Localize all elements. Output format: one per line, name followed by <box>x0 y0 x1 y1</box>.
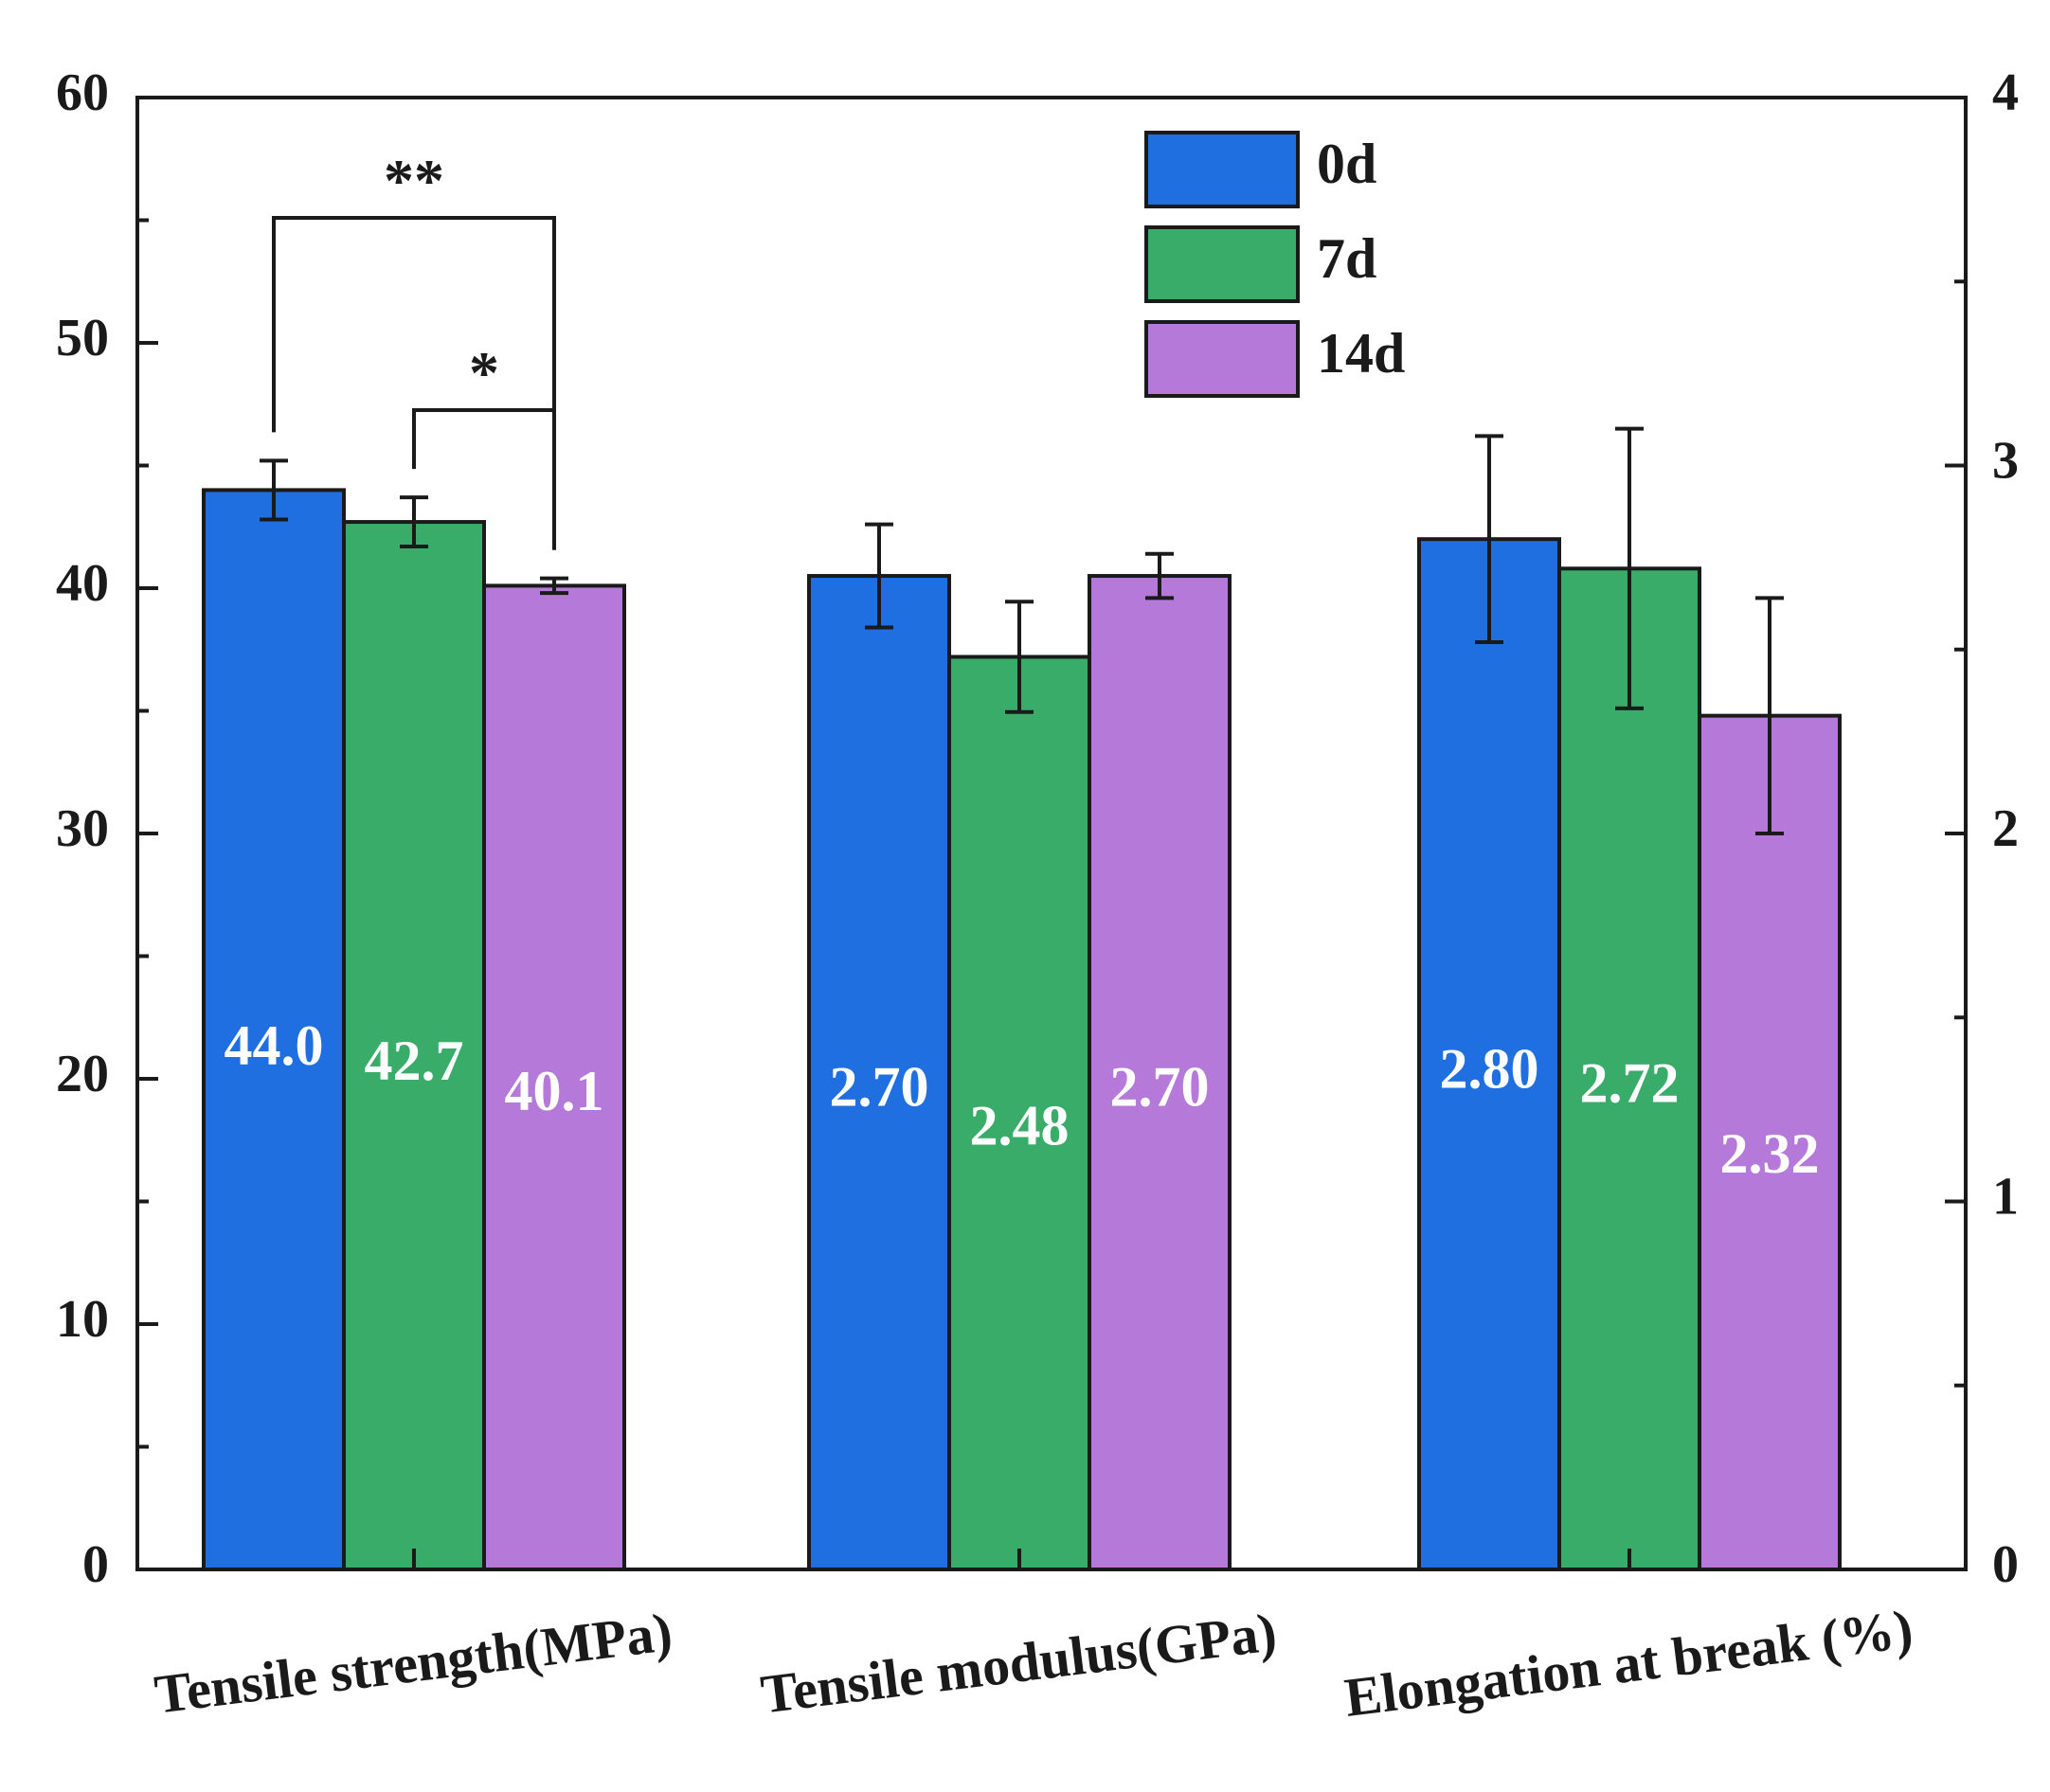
data-label-14d-cat1: 2.70 <box>1110 1055 1210 1118</box>
left-axis-tick-label: 0 <box>82 1535 109 1594</box>
legend-swatch-14d <box>1144 320 1300 398</box>
data-label-0d-cat1: 2.70 <box>830 1055 929 1118</box>
data-label-0d-cat0: 44.0 <box>225 1014 324 1077</box>
data-label-7d-cat0: 42.7 <box>365 1030 464 1092</box>
left-axis-tick-label: 40 <box>56 554 109 613</box>
left-axis-tick-label: 60 <box>56 63 109 122</box>
significance-bracket <box>272 216 556 550</box>
significance-marker: ** <box>384 147 444 214</box>
right-axis-tick-label: 3 <box>1992 431 2019 490</box>
right-axis-tick-label: 2 <box>1992 799 2019 858</box>
x-axis-category-label: Tensile strength(MPa) <box>152 1601 675 1725</box>
data-label-7d-cat2: 2.72 <box>1580 1052 1680 1115</box>
left-axis-tick-label: 10 <box>56 1290 109 1349</box>
right-axis-tick-label: 1 <box>1992 1167 2019 1226</box>
legend-swatch-7d <box>1144 225 1300 303</box>
left-axis-tick-label: 30 <box>56 799 109 858</box>
legend-label-14d: 14d <box>1317 322 1405 385</box>
bar-14d-cat2 <box>1698 713 1842 1571</box>
bar-0d-cat0 <box>202 488 346 1571</box>
data-label-0d-cat2: 2.80 <box>1440 1038 1539 1101</box>
left-axis-tick-label: 50 <box>56 309 109 367</box>
legend-swatch-0d <box>1144 131 1300 208</box>
x-axis-category-label: Elongation at break (%) <box>1341 1598 1916 1729</box>
bar-14d-cat1 <box>1088 574 1232 1571</box>
left-axis-tick-label: 20 <box>56 1045 109 1103</box>
data-label-14d-cat2: 2.32 <box>1720 1122 1820 1185</box>
bar-14d-cat0 <box>482 583 626 1571</box>
legend-label-7d: 7d <box>1317 227 1376 290</box>
data-label-7d-cat1: 2.48 <box>970 1094 1070 1156</box>
right-axis-tick-label: 4 <box>1992 63 2019 122</box>
legend-label-0d: 0d <box>1317 133 1376 195</box>
data-label-14d-cat0: 40.1 <box>505 1060 604 1122</box>
significance-marker: * <box>469 339 499 406</box>
x-axis-category-label: Tensile modulus(GPa) <box>758 1601 1280 1725</box>
significance-bracket <box>412 408 556 550</box>
right-axis-tick-label: 0 <box>1992 1535 2019 1594</box>
